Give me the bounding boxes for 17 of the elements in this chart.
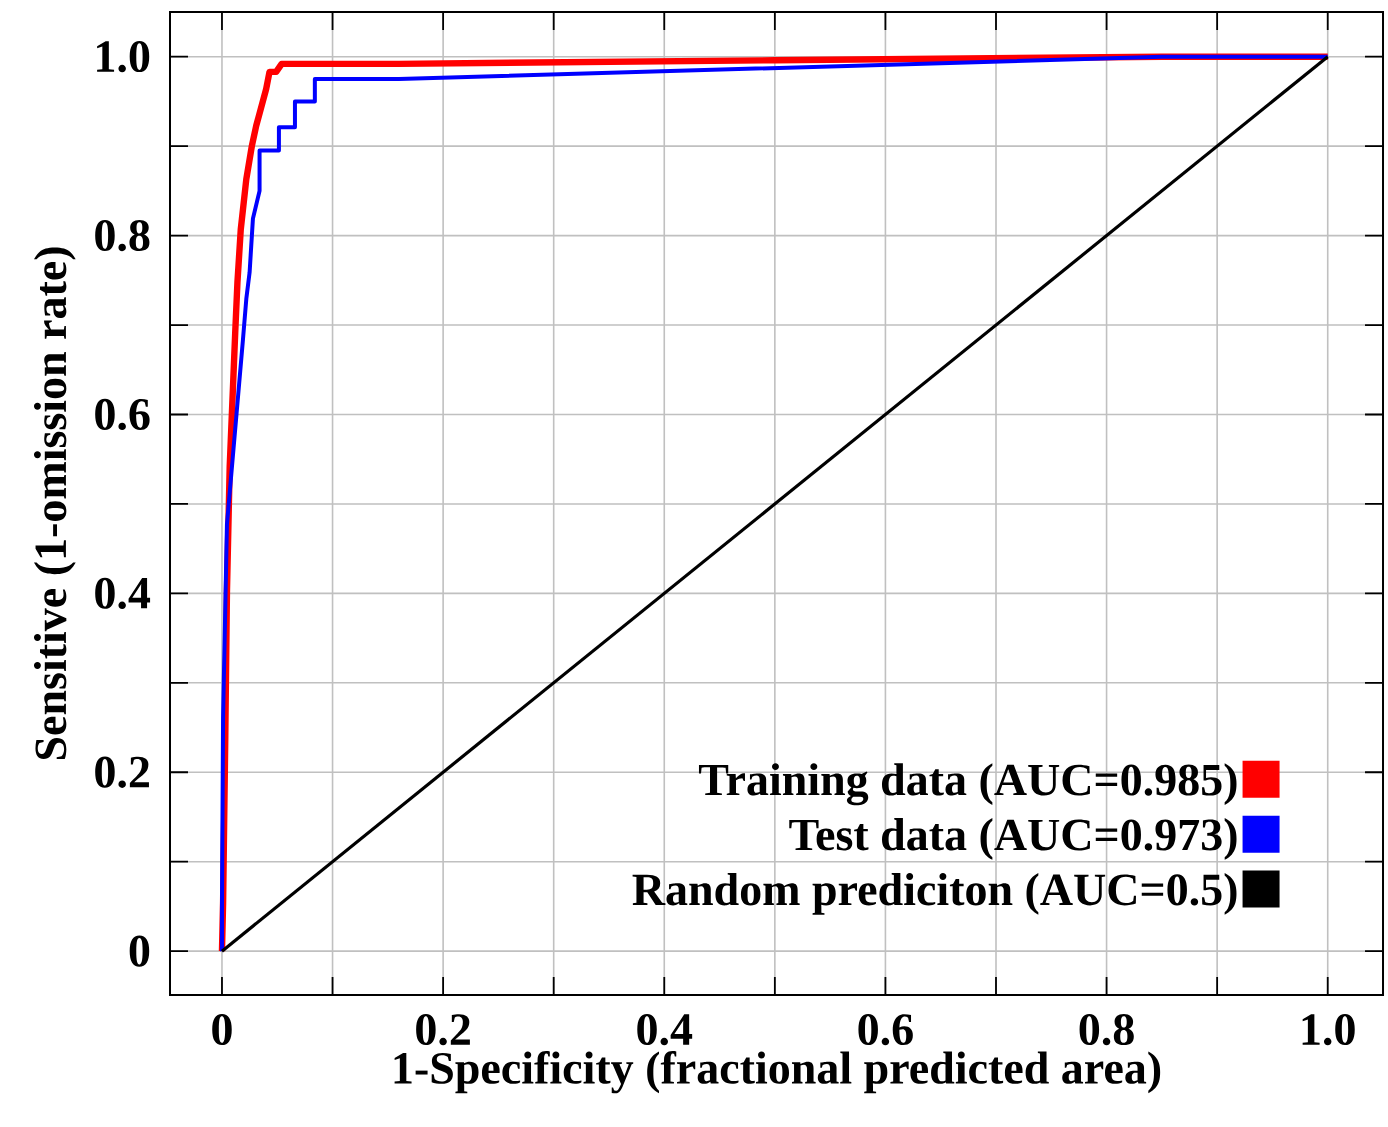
x-tick-label: 0.6 [858, 1014, 913, 1046]
legend-label: Training data (AUC=0.985) [698, 763, 1237, 806]
x-tick-label: 0.2 [416, 1014, 470, 1046]
y-tick-label: 1.0 [97, 41, 150, 73]
x-axis-title: 1-Specificity (fractional predicted area) [394, 1051, 1161, 1094]
x-tick-label: 0.4 [637, 1014, 693, 1046]
x-tick-label: 1.0 [1302, 1014, 1355, 1046]
y-axis-title: Sensitive (1-omission rate) [33, 247, 76, 760]
x-tick-label: 0 [212, 1014, 232, 1046]
legend-label: Test data (AUC=0.973) [789, 818, 1237, 860]
legend-label: Random prediciton (AUC=0.5) [632, 873, 1237, 915]
y-tick-label: 0.6 [95, 398, 150, 431]
y-tick-label: 0.4 [95, 577, 151, 609]
y-tick-label: 0.2 [95, 756, 149, 788]
y-tick-label: 0 [129, 935, 150, 967]
y-tick-label: 0.8 [95, 219, 150, 252]
x-tick-label: 0.8 [1079, 1014, 1134, 1046]
